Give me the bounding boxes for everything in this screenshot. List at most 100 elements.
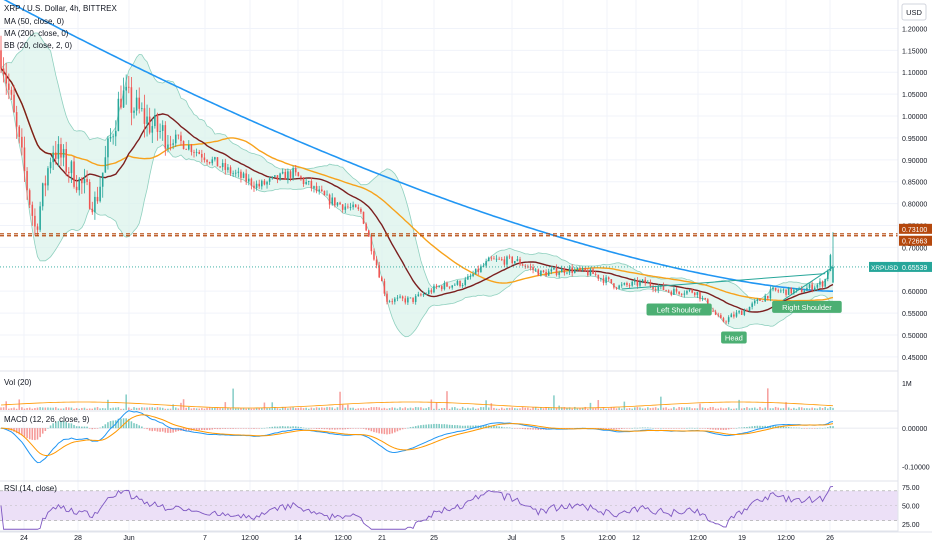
candle-body — [667, 290, 670, 292]
volume-bar — [511, 407, 513, 410]
candle-body — [409, 297, 412, 299]
macd-histogram-bar — [23, 428, 26, 437]
price-axis[interactable]: 1.20000 1.15000 1.10000 1.05000 1.00000 0.950… — [869, 0, 932, 532]
volume-bar — [767, 388, 769, 410]
currency-badge[interactable]: USD — [901, 3, 927, 21]
volume-bar — [693, 408, 696, 410]
volume-bar — [141, 407, 143, 410]
macd-histogram-bar — [824, 427, 826, 429]
volume-bar — [579, 408, 581, 410]
volume-bar — [487, 407, 490, 410]
volume-bar — [443, 407, 446, 410]
volume-bar — [508, 407, 511, 410]
macd-histogram-bar — [206, 428, 208, 431]
macd-histogram-bar — [211, 428, 214, 430]
macd-legend[interactable]: MACD (12, 26, close, 9) — [4, 415, 90, 424]
volume-bar — [451, 407, 453, 410]
candle-body — [735, 312, 738, 317]
macd-histogram-bar — [827, 427, 829, 429]
macd-histogram-bar — [360, 428, 362, 429]
macd-histogram-bar — [482, 425, 485, 429]
candle-body — [287, 171, 289, 180]
candle-body — [435, 285, 438, 287]
bb-legend[interactable]: BB (20, close, 2, 0) — [4, 41, 72, 50]
macd-histogram-bar — [448, 424, 451, 429]
candle-body — [391, 301, 394, 303]
macd-histogram-bar — [753, 425, 756, 429]
macd-histogram-bar — [284, 426, 287, 429]
macd-histogram-bar — [795, 427, 798, 429]
volume-bar — [568, 407, 571, 410]
volume-bar — [576, 408, 579, 410]
candle-body — [167, 144, 169, 149]
macd-histogram-bar — [819, 427, 821, 429]
macd-histogram-bar — [816, 428, 819, 429]
volume-legend[interactable]: Vol (20) — [4, 378, 32, 387]
volume-bar — [654, 407, 657, 410]
candle-body — [774, 287, 777, 291]
candle-body — [746, 310, 748, 312]
candle-body — [386, 293, 388, 302]
ma50-legend[interactable]: MA (50, close, 0) — [4, 17, 64, 26]
volume-bar — [456, 408, 459, 410]
candle-body — [232, 173, 234, 175]
candle-body — [271, 176, 274, 179]
macd-histogram-bar — [21, 428, 23, 436]
time-axis[interactable]: 24 28 Jun 7 12:00 14 12:00 21 25 Jul 5 12:00 12 12:00… — [0, 531, 932, 542]
macd-histogram-bar — [440, 424, 443, 429]
candle-body — [292, 168, 294, 178]
volume-bar — [727, 407, 730, 410]
volume-bar — [542, 408, 545, 410]
candle-body — [245, 173, 247, 182]
macd-histogram-bar — [81, 426, 83, 429]
candle-body — [255, 183, 258, 189]
volume-bar — [459, 408, 461, 410]
volume-bar — [177, 408, 180, 410]
candle-body — [274, 175, 276, 177]
volume-bar — [193, 407, 195, 410]
candle-body — [448, 286, 451, 288]
candle-body — [407, 297, 409, 303]
candle-body — [54, 152, 57, 159]
macd-histogram-bar — [782, 426, 785, 429]
macd-histogram-bar — [714, 428, 717, 430]
macd-histogram-bar — [378, 428, 380, 434]
macd-histogram-bar — [292, 426, 294, 429]
volume-bar — [412, 408, 414, 410]
symbol-title[interactable]: XRP / U.S. Dollar, 4h, BITTREX — [4, 4, 117, 13]
time-tick-label: Jun — [123, 535, 134, 542]
macd-tick-label: -0.10000 — [902, 465, 930, 472]
macd-histogram-bar — [26, 428, 28, 439]
volume-bar — [354, 408, 357, 410]
candle-body — [114, 130, 117, 137]
macd-histogram-bar — [247, 428, 250, 429]
macd-histogram-bar — [660, 428, 662, 429]
macd-histogram-bar — [130, 421, 133, 429]
volume-bar — [96, 407, 99, 410]
macd-histogram-bar — [430, 424, 433, 429]
macd-histogram-bar — [18, 428, 21, 435]
annotation-badge — [646, 303, 712, 316]
candle-body — [138, 97, 141, 109]
candle-body — [532, 267, 534, 270]
macd-histogram-bar — [120, 418, 122, 429]
volume-bar — [234, 408, 237, 410]
ma200-legend[interactable]: MA (200, close, 0) — [4, 29, 69, 38]
candle-body — [305, 181, 307, 184]
candle-body — [550, 269, 553, 272]
candle-body — [613, 283, 615, 288]
volume-bar — [680, 407, 683, 410]
volume-bar — [156, 407, 159, 410]
macd-histogram-bar — [806, 428, 808, 429]
volume-bar — [566, 407, 568, 410]
candle-body — [365, 223, 367, 231]
macd-histogram-bar — [686, 428, 688, 429]
rsi-legend[interactable]: RSI (14, close) — [4, 484, 57, 493]
macd-histogram-bar — [334, 428, 336, 430]
macd-histogram-bar — [224, 428, 227, 429]
volume-bar — [255, 408, 258, 410]
candle-body — [581, 267, 584, 270]
volume-bar — [550, 408, 553, 410]
candle-body — [443, 282, 446, 290]
